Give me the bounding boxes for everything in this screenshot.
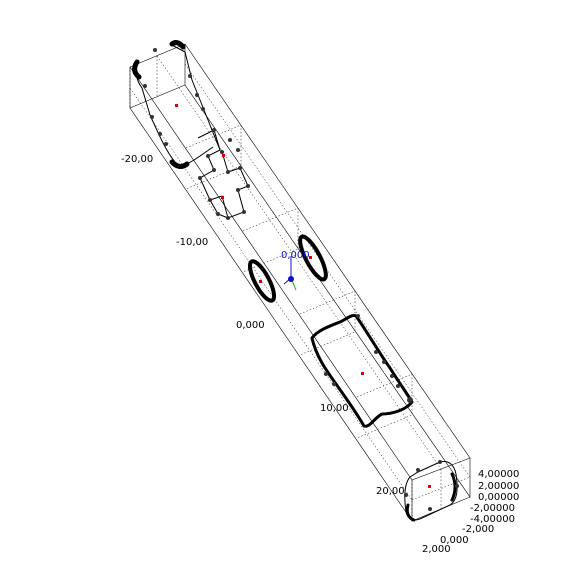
x-tick-label: -2,000 xyxy=(462,524,494,535)
y-axis-labels: 4,00000 2,00000 0,00000 -2,00000 -4,0000… xyxy=(470,469,519,525)
z-tick-label: 10,00 xyxy=(320,403,349,414)
y-tick-label: -2,00000 xyxy=(470,503,515,514)
y-tick-label: 0,00000 xyxy=(478,492,519,503)
centroid-wavy xyxy=(361,372,364,375)
z-tick-label: 20,00 xyxy=(376,486,405,497)
origin-label: 0,000 xyxy=(281,250,310,261)
centroid-markers xyxy=(175,104,431,488)
contour-bottom xyxy=(404,461,458,522)
centroid-ellipse-1 xyxy=(309,256,312,259)
centroid-stairs-2 xyxy=(221,196,224,199)
centroid-stairs-1 xyxy=(222,154,225,157)
y-tick-label: 2,00000 xyxy=(478,481,519,492)
x-tick-label: 2,000 xyxy=(422,544,451,555)
centroid-bottom xyxy=(428,485,431,488)
y-tick-label: -4,00000 xyxy=(470,514,515,525)
contour-ellipses xyxy=(247,234,328,303)
z-tick-label: 0,000 xyxy=(236,320,265,331)
origin-point xyxy=(288,276,294,282)
y-tick-label: 4,00000 xyxy=(478,469,519,480)
x-tick-label: 0,000 xyxy=(440,535,469,546)
contour-stairs xyxy=(197,129,249,219)
x-axis-labels: -2,000 0,000 2,000 xyxy=(422,524,494,555)
centroid-top xyxy=(175,104,178,107)
bounding-box xyxy=(129,43,471,522)
z-tick-label: -10,00 xyxy=(176,237,208,248)
z-axis-labels: -20,00 -10,00 0,000 10,00 20,00 xyxy=(121,154,405,497)
origin-gizmo[interactable]: 0,000 xyxy=(281,250,310,291)
z-tick-label: -20,00 xyxy=(121,154,153,165)
sample-points xyxy=(143,48,459,511)
centroid-ellipse-2 xyxy=(259,280,262,283)
